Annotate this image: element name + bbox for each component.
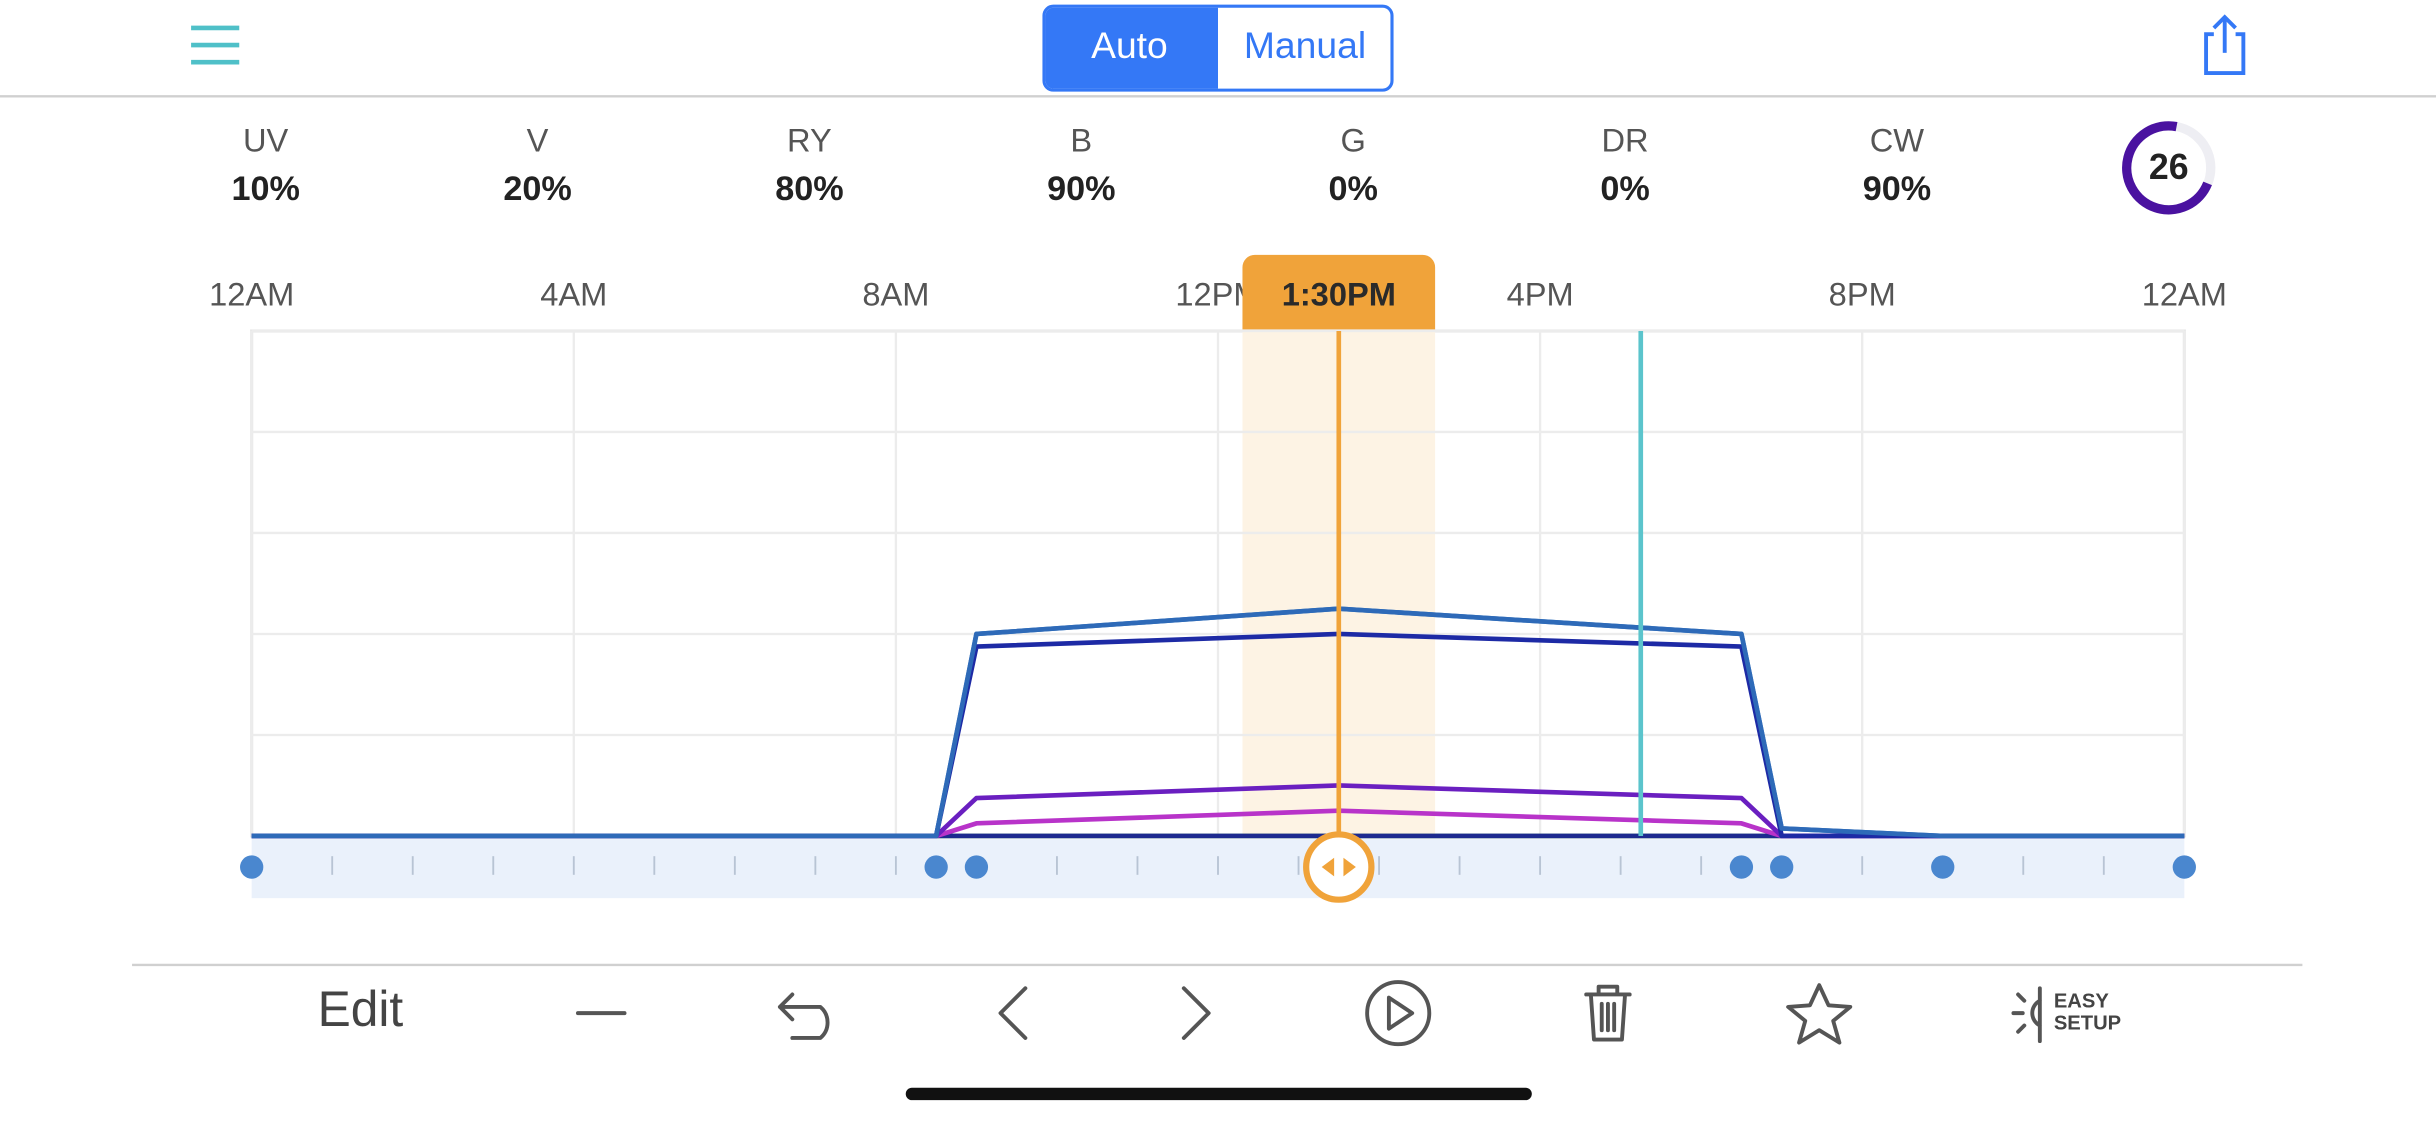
prev-button[interactable]: [998, 986, 1028, 1040]
channel-value: 0%: [1328, 170, 1377, 208]
handle-arrows: [1321, 857, 1356, 877]
channels: UV 10% V 20% RY 80% B 90% G 0% DR 0% CW 90%: [231, 122, 1931, 209]
channel-value: 0%: [1600, 170, 1649, 208]
channel-name: DR: [1601, 122, 1648, 159]
share-button[interactable]: [2204, 14, 2246, 75]
channel-value: 90%: [1863, 170, 1931, 208]
x-tick-label: 12AM: [209, 275, 294, 312]
intensity-ring: 26: [2122, 121, 2216, 215]
channel-name: RY: [787, 122, 832, 159]
schedule-point[interactable]: [964, 855, 989, 879]
home-indicator: [905, 1087, 1532, 1101]
x-tick-label: 4AM: [540, 275, 607, 312]
edit-button[interactable]: Edit: [318, 981, 404, 1037]
schedule-point[interactable]: [1931, 855, 1955, 879]
schedule-point[interactable]: [240, 855, 264, 879]
channel-name: G: [1340, 122, 1365, 159]
easy-setup-label[interactable]: SETUP: [2054, 1012, 2121, 1034]
channel-name: CW: [1870, 122, 1925, 159]
channel-value: 90%: [1047, 170, 1115, 208]
channel-value: 10%: [231, 170, 299, 208]
delete-button[interactable]: [1584, 984, 1632, 1042]
auto-bg[interactable]: [1045, 7, 1218, 89]
auto-button[interactable]: Auto: [1091, 24, 1168, 66]
easy-setup-label[interactable]: EASY: [2054, 991, 2110, 1013]
schedule-point[interactable]: [1729, 855, 1754, 879]
manual-button[interactable]: Manual: [1244, 24, 1366, 66]
channel-name: UV: [243, 122, 289, 159]
x-tick-label: 12AM: [2142, 275, 2227, 312]
favorite-button[interactable]: [1786, 983, 1853, 1045]
easy-setup-icon[interactable]: [2011, 986, 2042, 1044]
channel-name: B: [1070, 122, 1092, 159]
x-tick-label: 4PM: [1507, 275, 1574, 312]
selected-handle[interactable]: [1303, 831, 1375, 903]
schedule-point[interactable]: [924, 855, 948, 879]
intensity-value: 26: [2149, 147, 2189, 187]
x-tick-label: 8PM: [1829, 275, 1896, 312]
channel-value: 20%: [503, 170, 571, 208]
channel-value: 80%: [775, 170, 843, 208]
play-button[interactable]: [1365, 980, 1432, 1047]
schedule-point[interactable]: [1770, 855, 1794, 879]
menu-button[interactable]: [191, 25, 240, 65]
schedule-point[interactable]: [2172, 855, 2196, 879]
selected-time-label: 1:30PM: [1282, 275, 1396, 312]
next-button[interactable]: [1181, 986, 1211, 1040]
series-line: [251, 606, 2185, 839]
channel-name: V: [527, 122, 549, 159]
undo-button[interactable]: [777, 992, 830, 1040]
x-tick-label: 8AM: [862, 275, 929, 312]
selected-time-badge: [1242, 254, 1436, 330]
